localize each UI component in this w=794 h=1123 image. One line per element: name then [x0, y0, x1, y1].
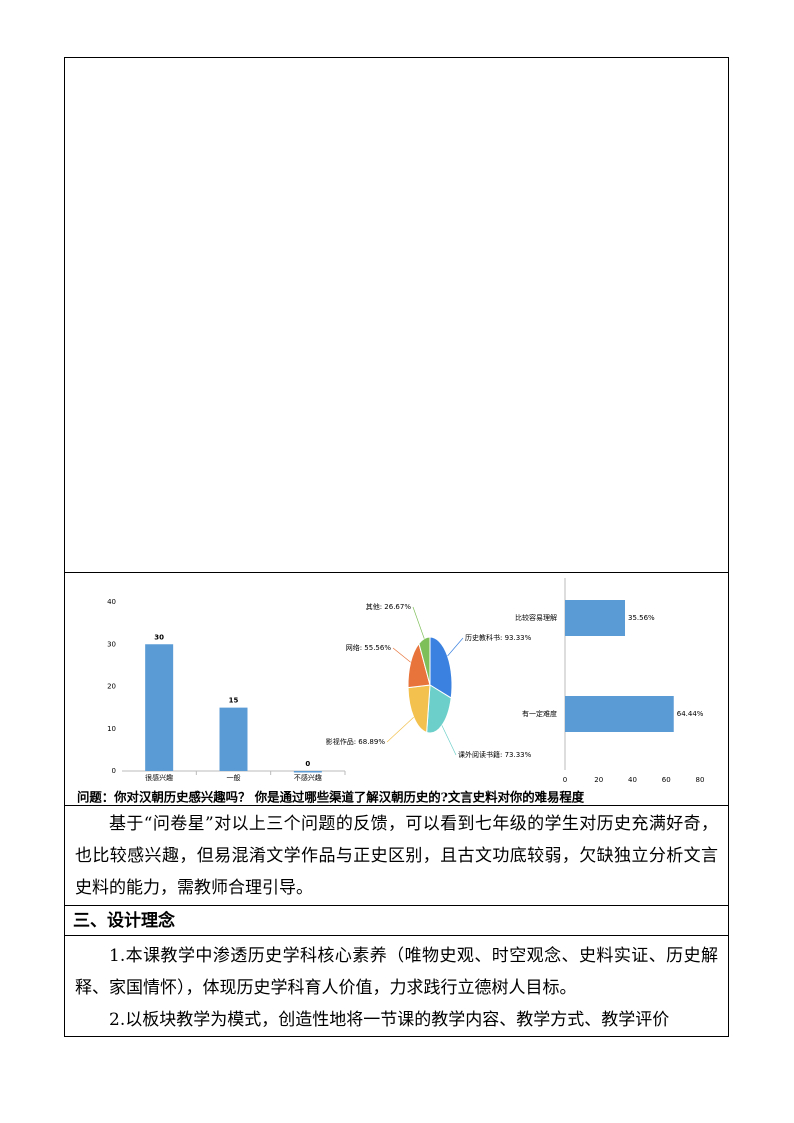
bar	[565, 696, 674, 732]
items-cell: 1.本课教学中渗透历史学科核心素养（唯物史观、时空观念、史料实证、历史解释、家国…	[64, 935, 729, 1037]
data-label: 其他: 26.67%	[366, 602, 412, 611]
y-tick-label: 有一定难度	[522, 709, 557, 718]
y-tick-label: 比较容易理解	[515, 613, 557, 622]
data-label: 课外阅读书籍: 73.33%	[458, 750, 532, 759]
item: 1.本课教学中渗透历史学科核心素养（唯物史观、时空观念、史料实证、历史解释、家国…	[75, 946, 718, 998]
bar	[293, 771, 322, 773]
data-label: 64.44%	[677, 710, 704, 718]
leader-line	[441, 725, 457, 756]
y-tick-label: 10	[107, 725, 116, 733]
data-label: 影视作品: 68.89%	[326, 737, 386, 746]
pie-slice	[426, 684, 452, 734]
leader-line	[412, 606, 425, 639]
paragraph: 基于“问卷星”对以上三个问题的反馈，可以看到七年级的学生对历史充满好奇，也比较感…	[75, 814, 718, 898]
data-label: 15	[229, 697, 239, 705]
bar	[565, 600, 626, 636]
data-label: 历史教科书: 93.33%	[465, 633, 532, 642]
data-label: 35.56%	[628, 614, 655, 622]
item: 2.以板块教学为模式，创造性地将一节课的教学内容、教学方式、教学评价	[109, 1010, 670, 1030]
caption: 问题：你对汉朝历史感兴趣吗？ 你是通过哪些渠道了解汉朝历史的?文言史料对你的难易…	[77, 790, 585, 805]
pie-slice	[418, 636, 431, 686]
x-tick-label: 不感兴趣	[294, 773, 322, 782]
bar	[145, 644, 174, 771]
x-tick-label: 0	[563, 776, 567, 784]
text-cell: 基于“问卷星”对以上三个问题的反馈，可以看到七年级的学生对历史充满好奇，也比较感…	[64, 805, 729, 906]
bar	[219, 707, 248, 771]
data-label: 0	[305, 760, 310, 768]
pie-slice	[429, 636, 453, 699]
leader-line	[386, 716, 414, 743]
y-tick-label: 20	[107, 683, 116, 691]
data-label: 30	[154, 633, 164, 641]
x-tick-label: 20	[594, 776, 603, 784]
section-title: 三、设计理念	[73, 911, 175, 931]
x-tick-label: 60	[662, 776, 671, 784]
pie-slice	[407, 684, 431, 734]
y-tick-label: 30	[107, 640, 116, 648]
x-tick-label: 很感兴趣	[145, 773, 173, 782]
data-label: 网络: 55.56%	[346, 643, 392, 652]
x-tick-label: 40	[628, 776, 637, 784]
x-tick-label: 80	[696, 776, 705, 784]
y-tick-label: 40	[107, 598, 116, 606]
leader-line	[447, 637, 464, 657]
leader-line	[392, 647, 411, 663]
x-tick-label: 一般	[227, 773, 241, 782]
y-tick-label: 0	[112, 767, 116, 775]
